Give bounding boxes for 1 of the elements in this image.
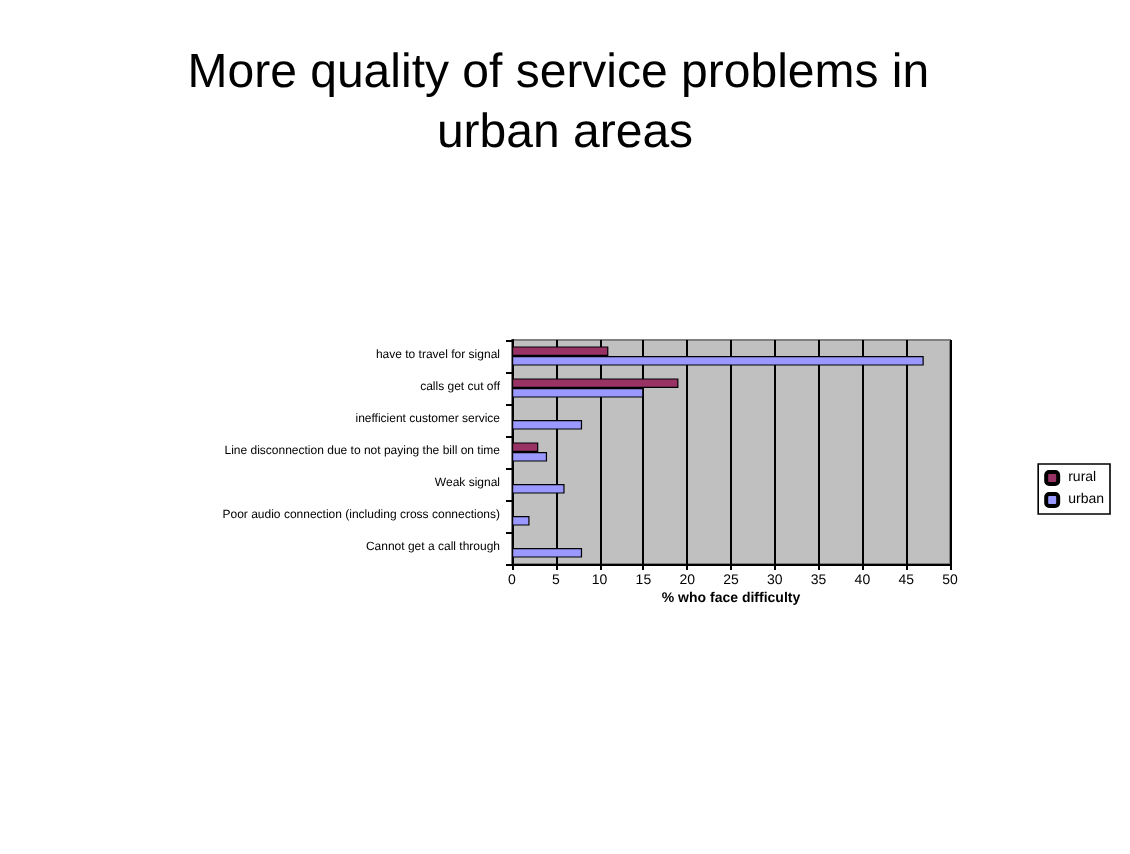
chart-title: More quality of service problems in urban areas (187, 45, 943, 159)
